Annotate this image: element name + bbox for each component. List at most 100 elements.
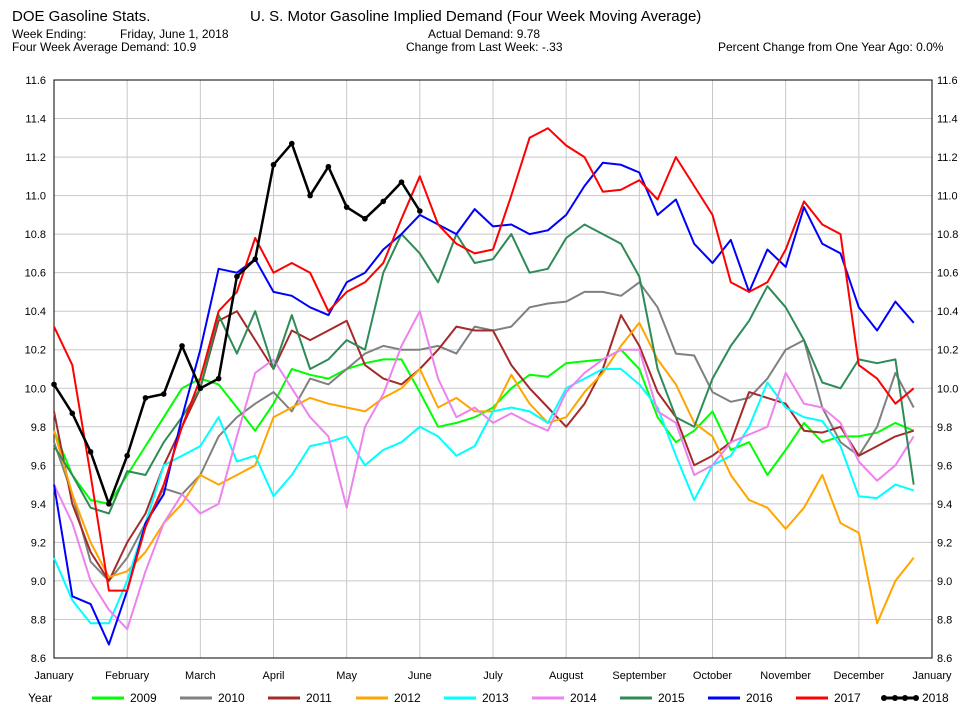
x-tick-label: June [408,670,432,682]
legend-entry-2014: 2014 [570,691,597,704]
y-tick-label-left: 9.0 [31,576,46,588]
point-2018 [307,192,313,199]
y-tick-label-right: 9.2 [937,537,952,549]
y-tick-label-right: 9.6 [937,460,952,472]
percent-change-year-ago: Percent Change from One Year Ago: 0.0% [718,40,944,54]
y-tick-label-right: 8.8 [937,614,952,626]
y-tick-label-right: 11.2 [937,152,958,164]
point-2018 [398,179,405,185]
legend-marker-2018 [902,695,908,701]
legend-label: Year [28,691,52,704]
point-2018 [197,385,204,392]
y-tick-label-left: 10.0 [25,383,46,395]
y-tick-label-left: 11.2 [25,152,46,164]
y-axis-right: 8.6 8.8 9.0 9.2 9.4 9.6 9.8 10.0 10.2 10.4 10.6 10.… [937,75,958,665]
y-tick-label-right: 9.8 [937,422,952,434]
y-tick-label-right: 10.6 [937,268,958,280]
series-line-2013 [53,368,915,625]
point-2018 [234,273,240,280]
legend-marker-2018 [913,695,919,701]
legend-entry-2015: 2015 [658,691,685,704]
series-line-2010 [53,281,915,582]
chart-title: U. S. Motor Gasoline Implied Demand (Fou… [250,8,702,25]
y-tick-label-left: 8.8 [31,614,46,626]
series-line-2015 [53,223,915,515]
y-tick-label-left: 11.0 [25,191,46,203]
point-2018 [288,140,295,147]
point-2018 [142,395,149,401]
series-line-2012 [53,321,915,625]
y-axis-left: 8.6 8.8 9.0 9.2 9.4 9.6 9.8 10.0 10.2 10.4 10.6 10.… [25,75,46,665]
series-line-2016 [53,161,915,646]
point-2018 [417,208,423,214]
point-2018 [124,452,130,459]
series-line-2014 [53,310,915,631]
y-tick-label-left: 9.2 [31,537,46,549]
plot-frame [53,79,933,659]
y-tick-label-right: 10.8 [937,229,958,241]
y-tick-label-left: 9.6 [31,460,46,472]
series-line-2018 [52,142,421,506]
x-tick-label: May [336,670,357,682]
y-tick-label-right: 11.0 [937,191,958,203]
y-tick-label-right: 11.6 [937,75,958,87]
legend-entry-2010: 2010 [218,691,245,704]
series-layer [51,127,915,646]
x-tick-label: January [34,670,74,682]
legend-entry-2016: 2016 [746,691,773,704]
chart-grid [53,79,933,659]
y-tick-label-right: 10.2 [937,345,958,357]
week-ending-value: Friday, June 1, 2018 [120,27,229,41]
point-2018 [252,256,259,262]
y-tick-label-left: 11.4 [25,114,46,126]
y-tick-label-left: 9.8 [31,422,46,434]
x-tick-label: March [185,670,216,682]
change-from-last-week: Change from Last Week: -.33 [406,40,563,54]
x-tick-label: November [760,670,811,682]
legend-entry-2018: 2018 [922,691,949,704]
point-2018 [380,198,387,205]
legend-entry-2011: 2011 [306,691,332,704]
x-tick-label: December [833,670,884,682]
y-tick-label-right: 9.0 [937,576,952,588]
legend: Year 2009 2010 2011 2012 2013 2014 2015 2016 2017… [28,691,949,704]
legend-entry-2013: 2013 [482,691,509,704]
legend-entry-2012: 2012 [394,691,421,704]
point-2018 [87,449,94,455]
y-tick-label-right: 8.6 [937,653,952,665]
x-tick-label: October [693,670,732,682]
y-tick-label-left: 9.4 [31,499,46,511]
point-2018 [179,343,185,349]
week-ending-label: Week Ending: [12,27,87,41]
point-2018 [160,391,167,397]
x-tick-label: January [912,670,952,682]
point-2018 [106,501,112,507]
legend-marker-2018 [892,695,898,701]
legend-entry-2009: 2009 [130,691,157,704]
y-tick-label-left: 10.8 [25,229,46,241]
y-tick-label-left: 8.6 [31,653,46,665]
actual-demand: Actual Demand: 9.78 [428,27,541,41]
legend-marker-2018 [881,695,887,701]
y-tick-label-right: 11.4 [937,114,958,126]
x-tick-label: August [549,670,583,682]
legend-entry-2017: 2017 [834,691,861,704]
x-tick-label: February [105,670,150,682]
app-title: DOE Gasoline Stats. [12,8,151,25]
point-2018 [51,381,57,388]
x-tick-label: July [483,670,503,682]
y-tick-label-right: 10.4 [937,306,958,318]
x-tick-label: April [262,670,284,682]
y-tick-label-right: 10.0 [937,383,958,395]
y-tick-label-left: 10.4 [25,306,46,318]
point-2018 [362,215,368,222]
x-axis: January February March April May June July Augu… [34,670,952,682]
average-demand: Four Week Average Demand: 10.9 [12,40,197,54]
y-tick-label-left: 11.6 [25,75,46,87]
point-2018 [69,410,76,417]
y-tick-label-left: 10.2 [25,345,46,357]
point-2018 [325,163,332,170]
point-2018 [270,161,277,168]
point-2018 [215,375,222,382]
